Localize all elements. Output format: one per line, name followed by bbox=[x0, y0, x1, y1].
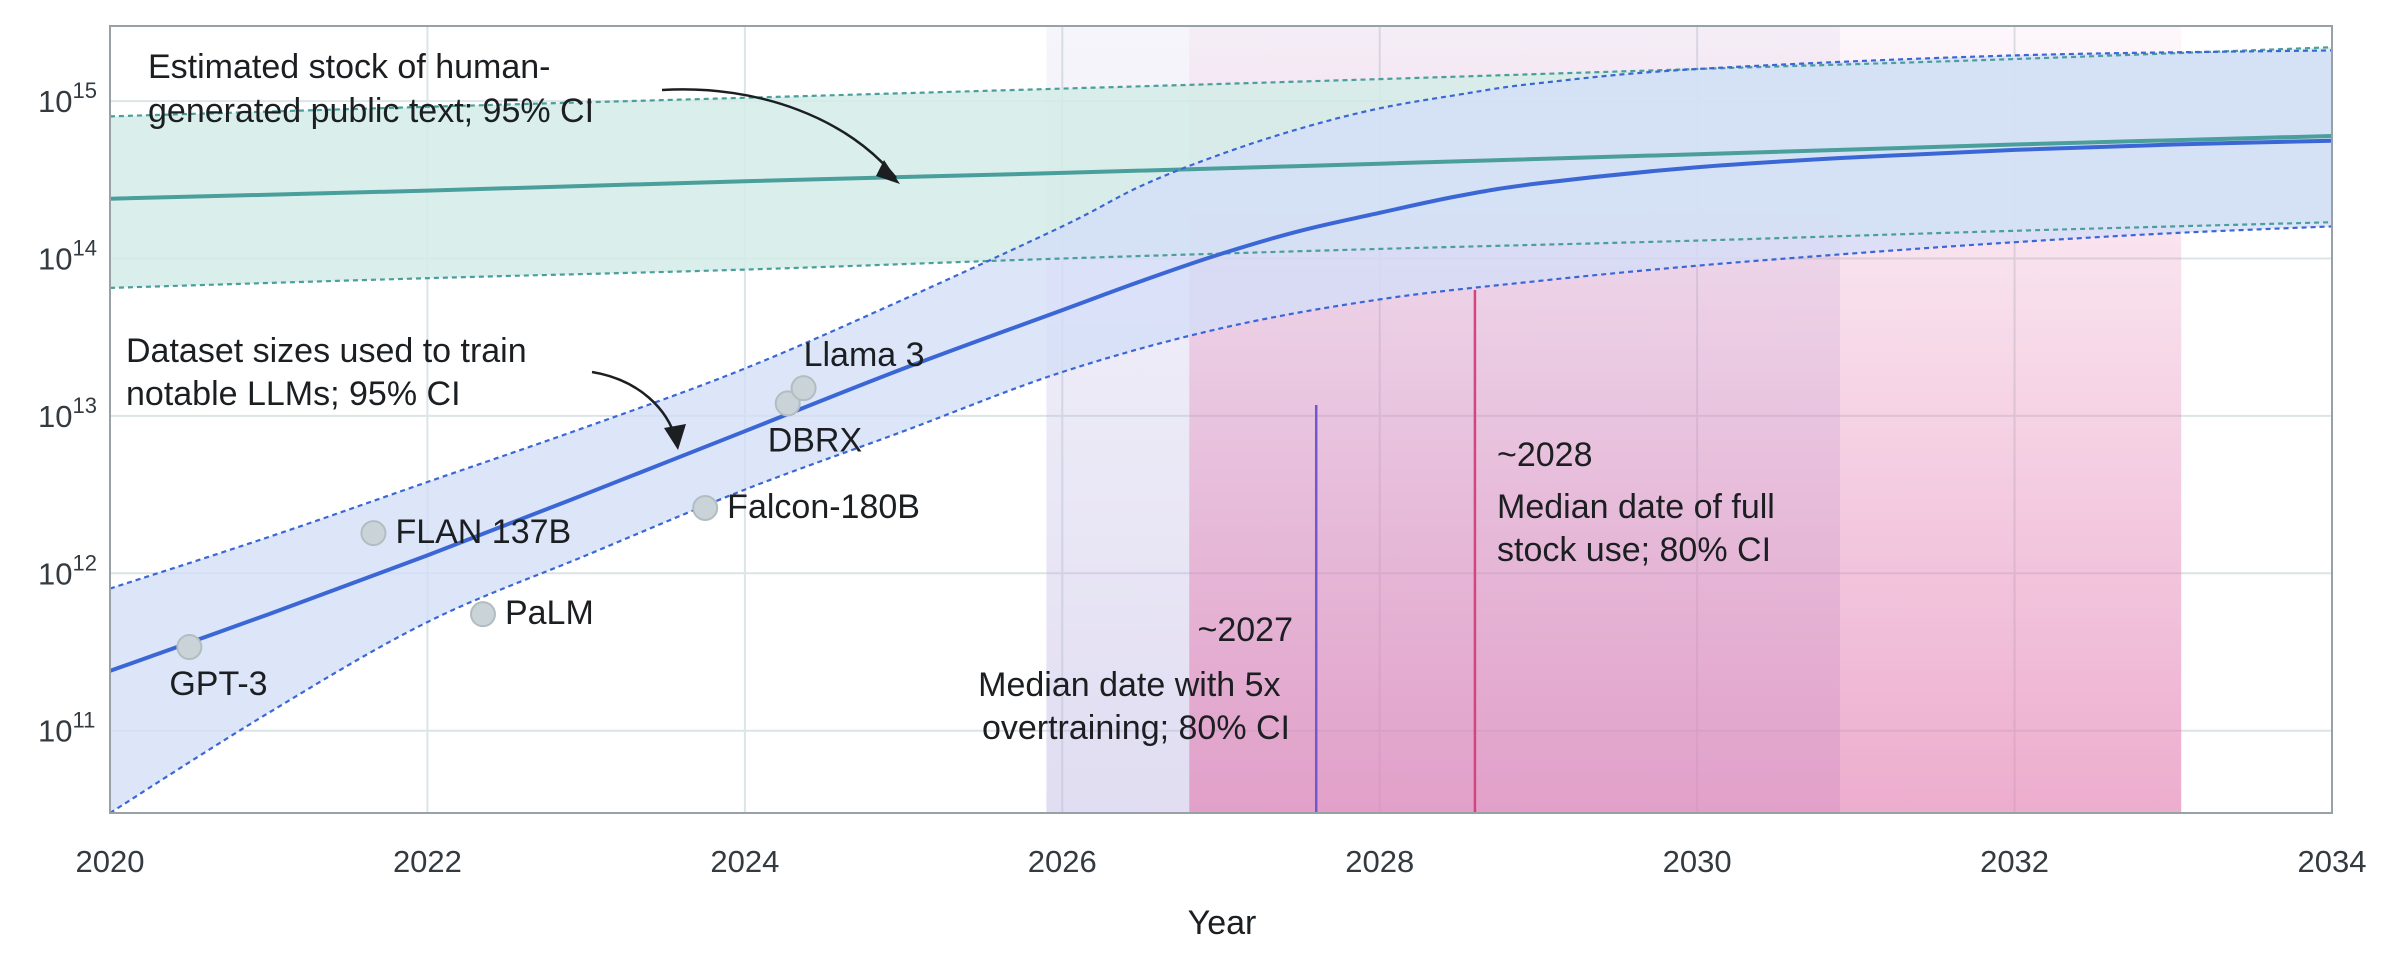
x-tick-label: 2026 bbox=[1028, 844, 1097, 879]
stock-median-line bbox=[110, 134, 2332, 201]
stock-label: Estimated stock of human- generated publ… bbox=[148, 48, 594, 130]
x-tick-label: 2022 bbox=[393, 844, 462, 879]
axis-ticks: 2020 2022 2024 2026 2028 2030 2032 2034 1011 1012… bbox=[38, 78, 2366, 879]
full-stock-year-label: ~2028 bbox=[1497, 436, 1593, 474]
full-stock-desc: Median date of full stock use; 80% CI bbox=[1497, 488, 1784, 569]
y-tick-label: 1013 bbox=[38, 393, 97, 434]
stock-label-line-2: generated public text; 95% CI bbox=[148, 92, 594, 130]
overtraining-year-label: ~2027 bbox=[1198, 611, 1294, 649]
full-stock-desc-line-2: stock use; 80% CI bbox=[1497, 531, 1771, 569]
overtraining-desc-line-1: Median date with 5x bbox=[978, 666, 1280, 704]
x-tick-label: 2030 bbox=[1663, 844, 1732, 879]
datasets-median-line bbox=[110, 138, 2332, 673]
x-tick-label: 2028 bbox=[1345, 844, 1414, 879]
x-tick-label: 2032 bbox=[1980, 844, 2049, 879]
model-marker-dbrx bbox=[774, 390, 801, 417]
x-tick-label: 2020 bbox=[76, 844, 145, 879]
stock-label-arrow bbox=[661, 88, 897, 179]
model-label-falcon-180b: Falcon-180B bbox=[727, 488, 920, 526]
stock-upper-bound bbox=[110, 46, 2332, 118]
dataset-label-arrowhead bbox=[664, 424, 686, 450]
datasets-ci-band bbox=[110, 50, 2332, 813]
model-marker-falcon-180b bbox=[692, 494, 719, 521]
y-tick-label: 1012 bbox=[38, 550, 97, 591]
y-tick-label: 1015 bbox=[38, 78, 97, 119]
series-lines bbox=[110, 46, 2332, 813]
stock-label-line-1: Estimated stock of human- bbox=[148, 48, 551, 86]
model-label-palm: PaLM bbox=[505, 594, 594, 632]
y-tick-label: 1011 bbox=[38, 708, 95, 749]
dataset-label-line-1: Dataset sizes used to train bbox=[126, 332, 527, 370]
median-date-lines bbox=[1314, 290, 1477, 813]
model-marker-flan-137b bbox=[360, 520, 387, 547]
model-label-dbrx: DBRX bbox=[768, 421, 862, 459]
overtraining-desc-line-2: overtraining; 80% CI bbox=[982, 709, 1290, 747]
model-label-llama-3: Llama 3 bbox=[804, 336, 925, 374]
dataset-label-line-2: notable LLMs; 95% CI bbox=[126, 375, 461, 413]
stock-label-arrowhead bbox=[876, 160, 900, 184]
y-tick-label: 1014 bbox=[38, 235, 97, 276]
plot-frame bbox=[109, 25, 2333, 814]
x-axis-title: Year bbox=[1188, 904, 1257, 942]
model-marker-palm bbox=[469, 601, 496, 628]
x-tick-label: 2024 bbox=[710, 844, 779, 879]
datasets-upper-bound bbox=[110, 49, 2332, 590]
model-label-gpt-3: GPT-3 bbox=[169, 665, 267, 703]
model-markers: GPT-3 FLAN 137B PaLM Falcon-180B DBRX Llama 3 bbox=[169, 336, 924, 703]
full-stock-desc-line-1: Median date of full bbox=[1497, 488, 1775, 526]
model-label-flan-137b: FLAN 137B bbox=[395, 513, 571, 551]
overtraining-desc: Median date with 5x overtraining; 80% CI bbox=[978, 666, 1290, 747]
x-tick-label: 2034 bbox=[2298, 844, 2367, 879]
model-marker-llama-3 bbox=[790, 375, 817, 402]
datasets-lower-bound bbox=[110, 225, 2332, 813]
model-marker-gpt-3 bbox=[176, 634, 203, 661]
dataset-label: Dataset sizes used to train notable LLMs… bbox=[126, 332, 536, 413]
